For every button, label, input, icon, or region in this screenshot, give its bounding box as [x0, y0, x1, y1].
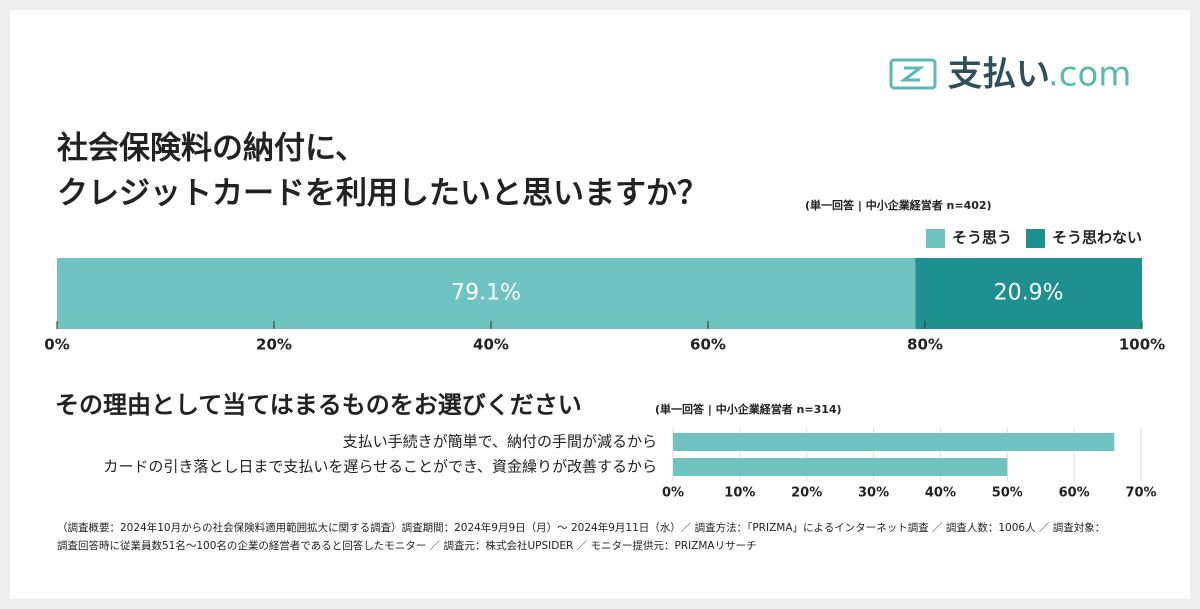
x-tick-label: 60%	[1059, 486, 1090, 501]
footnote: （調査概要：2024年10月からの社会保険料適用範囲拡大に関する調査）調査期間：…	[57, 521, 1105, 534]
y-tick-label: 支払い手続きが簡単で、納付の手間が減るから	[343, 433, 657, 451]
logo-name: 支払い	[948, 55, 1050, 95]
legend-swatch	[1025, 229, 1045, 248]
y-tick-label: カードの引き落とし日まで支払いを遅らせることができ、資金繰りが改善するから	[103, 458, 657, 476]
legend-label: そう思う	[952, 229, 1012, 247]
legend-label: そう思わない	[1052, 229, 1142, 247]
value-label: 79.1%	[451, 281, 521, 306]
x-tick-label: 10%	[724, 486, 755, 501]
x-tick-label: 60%	[690, 336, 726, 354]
x-tick-label: 40%	[925, 486, 956, 501]
x-tick-label: 30%	[858, 486, 889, 501]
x-tick-label: 80%	[907, 336, 943, 354]
value-label: 20.9%	[994, 281, 1064, 306]
x-tick-label: 40%	[473, 336, 509, 354]
x-tick-label: 0%	[44, 336, 69, 354]
x-tick-label: 20%	[256, 336, 292, 354]
x-tick-label: 20%	[791, 486, 822, 501]
logo-icon	[889, 58, 937, 90]
legend-swatch	[925, 229, 945, 248]
chart-subtitle: (単一回答 | 中小企業経営者 n=314)	[655, 402, 842, 416]
x-tick-label: 0%	[662, 486, 684, 501]
chart-subtitle: (単一回答 | 中小企業経営者 n=402)	[805, 198, 992, 212]
logo-suffix: .com	[1048, 55, 1131, 95]
bar-segment	[915, 258, 1142, 329]
chart-title: その理由として当てはまるものをお選びください	[55, 391, 582, 419]
chart-title: クレジットカードを利用したいと思いますか？	[57, 176, 708, 212]
x-tick-label: 50%	[992, 486, 1023, 501]
bar	[673, 433, 1115, 451]
footnote: 調査回答時に従業員数51名〜100名の企業の経営者であると回答したモニター ／ …	[57, 539, 757, 552]
x-tick-label: 100%	[1119, 336, 1165, 354]
x-tick-label: 70%	[1125, 486, 1156, 501]
bar	[673, 458, 1008, 476]
chart-title: 社会保険料の納付に、	[57, 131, 366, 167]
bar-segment	[57, 258, 916, 329]
